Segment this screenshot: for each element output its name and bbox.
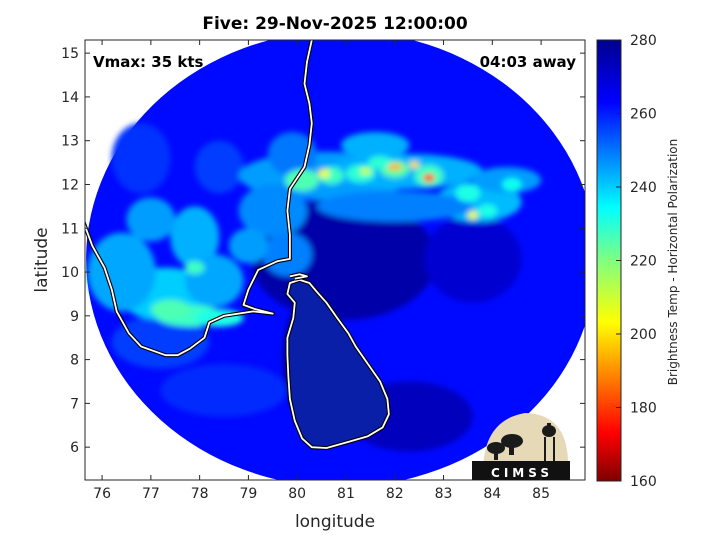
convective-cell (263, 232, 312, 277)
coastline (85, 40, 391, 450)
convective-cell (318, 169, 330, 178)
convective-cell (185, 261, 205, 275)
y-tick-label: 10 (61, 265, 79, 281)
colorbar-ticks: 280 260 240 220 200 180 160 (616, 33, 657, 490)
brightness-temperature-swath (86, 40, 585, 480)
colorbar-label: Brightness Temp - Horizontal Polarizatio… (666, 139, 680, 386)
y-axis-label: latitude (32, 227, 52, 292)
x-axis-label: longitude (295, 512, 375, 532)
chart-title: Five: 29-Nov-2025 12:00:00 (202, 14, 467, 34)
convective-cell (455, 184, 481, 202)
colorbar-tick-label: 180 (630, 401, 657, 417)
colorbar-tick-label: 160 (630, 474, 657, 490)
y-tick-label: 12 (61, 177, 79, 193)
map-plot-area (85, 40, 585, 480)
convective-cell (194, 140, 244, 194)
india-coastline (85, 40, 313, 357)
convective-cell (87, 232, 156, 312)
convective-cell (316, 191, 473, 222)
convective-cell (423, 173, 435, 183)
convective-cell (150, 299, 190, 319)
convective-cell (424, 215, 522, 303)
colorbar: 280 260 240 220 200 180 160 Brightness Temp - … (596, 33, 680, 490)
y-tick-label: 11 (61, 221, 79, 237)
y-tick-label: 7 (70, 396, 79, 412)
x-tick-label: 81 (337, 486, 355, 502)
plot-frame (84, 39, 586, 481)
y-tick-label: 9 (70, 309, 79, 325)
mannar-island-coastline (289, 273, 308, 280)
x-tick-label: 77 (142, 486, 160, 502)
convective-cell (502, 177, 522, 192)
convective-cell (409, 161, 420, 169)
sri-lanka-coastline (286, 279, 390, 449)
convective-cell (387, 163, 403, 171)
convective-cell (126, 197, 176, 242)
convective-cell (477, 204, 498, 218)
y-tick-label: 14 (61, 90, 79, 106)
x-tick-label: 80 (288, 486, 306, 502)
convective-cell (160, 363, 288, 417)
y-tick-label: 13 (61, 134, 79, 150)
cimss-logo-text: CIMSS (491, 466, 553, 480)
colorbar-tick-label: 280 (630, 33, 657, 49)
x-tick-label: 79 (240, 486, 258, 502)
x-tick-label: 85 (532, 486, 550, 502)
convective-cell (367, 156, 393, 170)
convective-cell (359, 167, 372, 175)
y-axis-ticks: 6 7 8 9 10 11 12 13 14 15 (61, 46, 585, 456)
x-tick-label: 82 (386, 486, 404, 502)
colorbar-tick-label: 220 (630, 254, 657, 270)
x-tick-label: 76 (93, 486, 111, 502)
convective-cell (111, 315, 210, 369)
cimss-logo: CIMSS (472, 413, 570, 480)
convective-cell (467, 210, 478, 220)
time-away-annotation: 04:03 away (480, 53, 577, 71)
convective-cell (228, 228, 268, 264)
y-tick-label: 15 (61, 46, 79, 62)
convective-cell (111, 123, 171, 194)
colorbar-tick-label: 260 (630, 107, 657, 123)
y-tick-label: 8 (70, 353, 79, 369)
convection-blobs (87, 123, 542, 452)
convective-cell (170, 206, 220, 268)
x-tick-label: 84 (483, 486, 501, 502)
convective-cell (345, 164, 376, 183)
convective-cell (341, 131, 410, 159)
colorbar-tick-label: 240 (630, 180, 657, 196)
x-tick-label: 78 (191, 486, 209, 502)
x-axis-ticks: 76 77 78 79 80 81 82 83 84 85 (93, 40, 550, 502)
y-tick-label: 6 (70, 440, 79, 456)
vmax-annotation: Vmax: 35 kts (93, 53, 203, 71)
x-tick-label: 83 (435, 486, 453, 502)
colorbar-tick-label: 200 (630, 327, 657, 343)
